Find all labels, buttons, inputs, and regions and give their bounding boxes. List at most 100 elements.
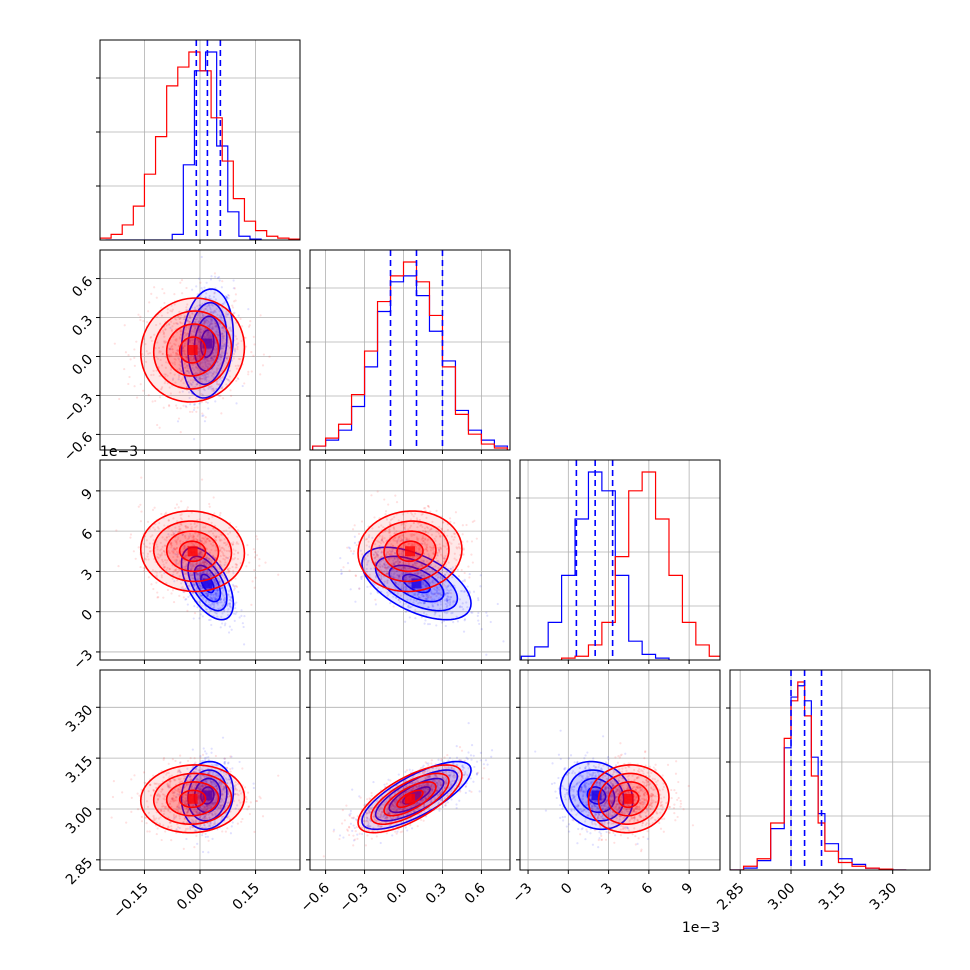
scatter-point (471, 611, 474, 614)
scatter-point (183, 315, 186, 318)
scatter-point (205, 400, 208, 404)
scatter-point (196, 573, 199, 576)
scatter-point (379, 563, 382, 566)
scatter-point (415, 562, 418, 565)
scatter-point (401, 554, 404, 557)
scatter-point (229, 389, 232, 392)
scatter-point (235, 566, 238, 569)
scatter-point (346, 562, 350, 565)
scatter-point (233, 348, 236, 352)
scatter-point (139, 503, 142, 506)
scatter-point (352, 550, 356, 553)
scatter-point (171, 577, 174, 580)
scatter-point (385, 567, 388, 570)
scatter-point (225, 295, 229, 299)
scatter-point (424, 597, 428, 600)
scatter-point (218, 546, 221, 549)
scatter-point (379, 565, 382, 568)
scatter-point (452, 620, 455, 624)
scatter-point (154, 570, 157, 573)
scatter-point (425, 544, 428, 547)
scatter-point (402, 534, 405, 537)
scatter-point (426, 504, 430, 508)
scatter-point (353, 524, 356, 527)
scatter-point (436, 586, 439, 589)
scatter-point (177, 506, 180, 509)
scatter-point (229, 605, 232, 608)
scatter-point (470, 553, 473, 556)
scatter-point (204, 374, 207, 377)
scatter-point (213, 580, 216, 583)
scatter-point (234, 299, 237, 302)
scatter-point (191, 358, 195, 361)
scatter-point (160, 512, 163, 516)
scatter-point (409, 518, 413, 521)
scatter-point (190, 576, 194, 579)
scatter-point (204, 307, 208, 311)
scatter-point (182, 587, 185, 590)
scatter-point (208, 539, 211, 542)
scatter-point (197, 369, 200, 372)
scatter-point (237, 542, 240, 545)
scatter-point (194, 320, 197, 323)
scatter-point (435, 591, 438, 595)
scatter-point (198, 355, 202, 358)
scatter-point (211, 322, 214, 325)
scatter-point (427, 506, 430, 509)
scatter-point (194, 563, 197, 566)
scatter-point (427, 594, 431, 597)
scatter-point (460, 605, 464, 609)
scatter-point (424, 584, 427, 587)
scatter-point (414, 593, 417, 596)
scatter-point (214, 594, 217, 597)
scatter-point (220, 539, 223, 542)
scatter-point (185, 356, 188, 359)
scatter-point (203, 571, 206, 574)
scatter-point (179, 542, 182, 545)
scatter-point (232, 357, 235, 360)
scatter-point (192, 339, 195, 342)
scatter-point (406, 598, 409, 601)
scatter-point (171, 550, 174, 553)
scatter-point (420, 538, 423, 541)
scatter-point (186, 369, 189, 373)
scatter-point (233, 603, 236, 606)
scatter-point (253, 586, 256, 589)
scatter-point (223, 554, 226, 557)
scatter-point (195, 365, 198, 369)
scatter-point (163, 292, 166, 295)
scatter-point (227, 378, 230, 382)
scatter-point (178, 525, 181, 528)
scatter-point (224, 294, 227, 298)
scatter-point (435, 560, 439, 563)
scatter-point (184, 405, 187, 408)
scatter-point (207, 758, 210, 762)
scatter-point (209, 363, 212, 367)
scatter-point (423, 601, 426, 604)
scatter-point (232, 571, 235, 575)
scatter-point (178, 363, 181, 366)
scatter-point (179, 379, 183, 382)
scatter-point (197, 354, 201, 358)
scatter-point (195, 820, 198, 823)
scatter-point (220, 587, 224, 590)
scatter-point (228, 346, 232, 349)
scatter-point (387, 558, 391, 562)
scatter-point (248, 324, 251, 327)
scatter-point (219, 777, 223, 780)
scatter-point (209, 334, 212, 337)
scatter-point (171, 362, 174, 365)
scatter-point (201, 834, 204, 837)
scatter-point (385, 572, 388, 576)
scatter-point (399, 600, 402, 604)
scatter-point (390, 553, 394, 556)
scatter-point (210, 303, 213, 306)
scatter-point (192, 357, 196, 360)
scatter-point (425, 597, 428, 600)
scatter-point (159, 541, 162, 545)
scatter-point (198, 551, 201, 555)
scatter-point (179, 771, 182, 774)
scatter-point (155, 296, 158, 299)
scatter-point (444, 545, 447, 548)
scatter-point (225, 352, 228, 355)
